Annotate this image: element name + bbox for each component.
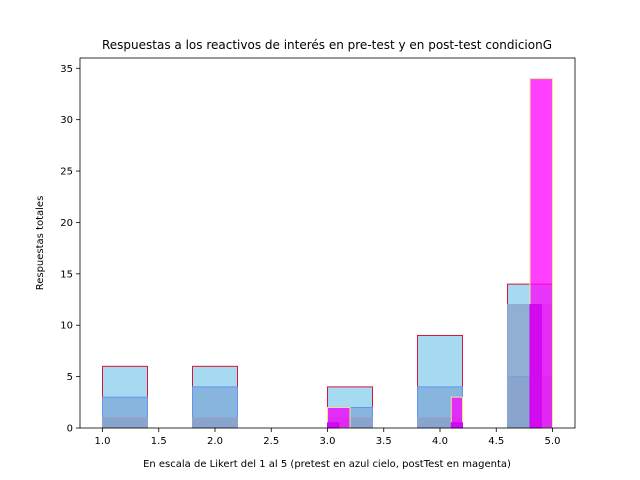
x-ticks: 1.0 1.5 2.0 2.5 3.0 3.5 4.0 4.5 5.0 bbox=[95, 428, 561, 447]
bar-series2-bin2 bbox=[192, 417, 238, 429]
bar-series2-bin0 bbox=[102, 417, 148, 429]
plot-frame bbox=[79, 57, 576, 429]
x-tick-label: 2.5 bbox=[263, 436, 279, 447]
axes-layer bbox=[79, 57, 576, 429]
y-tick-label: 10 bbox=[60, 321, 73, 332]
x-tick-label: 1.5 bbox=[151, 436, 167, 447]
y-tick-label: 15 bbox=[60, 269, 73, 280]
y-ticks: 0 5 10 15 20 25 30 35 bbox=[60, 64, 80, 435]
x-tick-label: 3.0 bbox=[320, 436, 336, 447]
x-tick-label: 1.0 bbox=[95, 436, 111, 447]
y-tick-label: 20 bbox=[60, 218, 73, 229]
y-tick-label: 35 bbox=[60, 64, 73, 75]
x-tick-label: 5.0 bbox=[545, 436, 561, 447]
chart-title: Respuestas a los reactivos de interés en… bbox=[102, 38, 552, 52]
y-tick-label: 30 bbox=[60, 115, 73, 126]
y-tick-label: 5 bbox=[67, 372, 73, 383]
x-tick-label: 4.5 bbox=[488, 436, 504, 447]
x-tick-label: 2.0 bbox=[207, 436, 223, 447]
y-tick-label: 0 bbox=[67, 424, 73, 435]
bar-series4-bin1 bbox=[450, 422, 463, 429]
x-tick-label: 3.5 bbox=[376, 436, 392, 447]
bars-layer bbox=[102, 78, 553, 429]
y-axis-label: Respuestas totales bbox=[35, 196, 46, 291]
y-tick-label: 25 bbox=[60, 167, 73, 178]
x-tick-label: 4.0 bbox=[432, 436, 448, 447]
x-axis-label: En escala de Likert del 1 al 5 (pretest … bbox=[143, 459, 511, 470]
bar-series4-bin2 bbox=[529, 304, 542, 429]
bar-series4-bin0 bbox=[327, 422, 340, 429]
